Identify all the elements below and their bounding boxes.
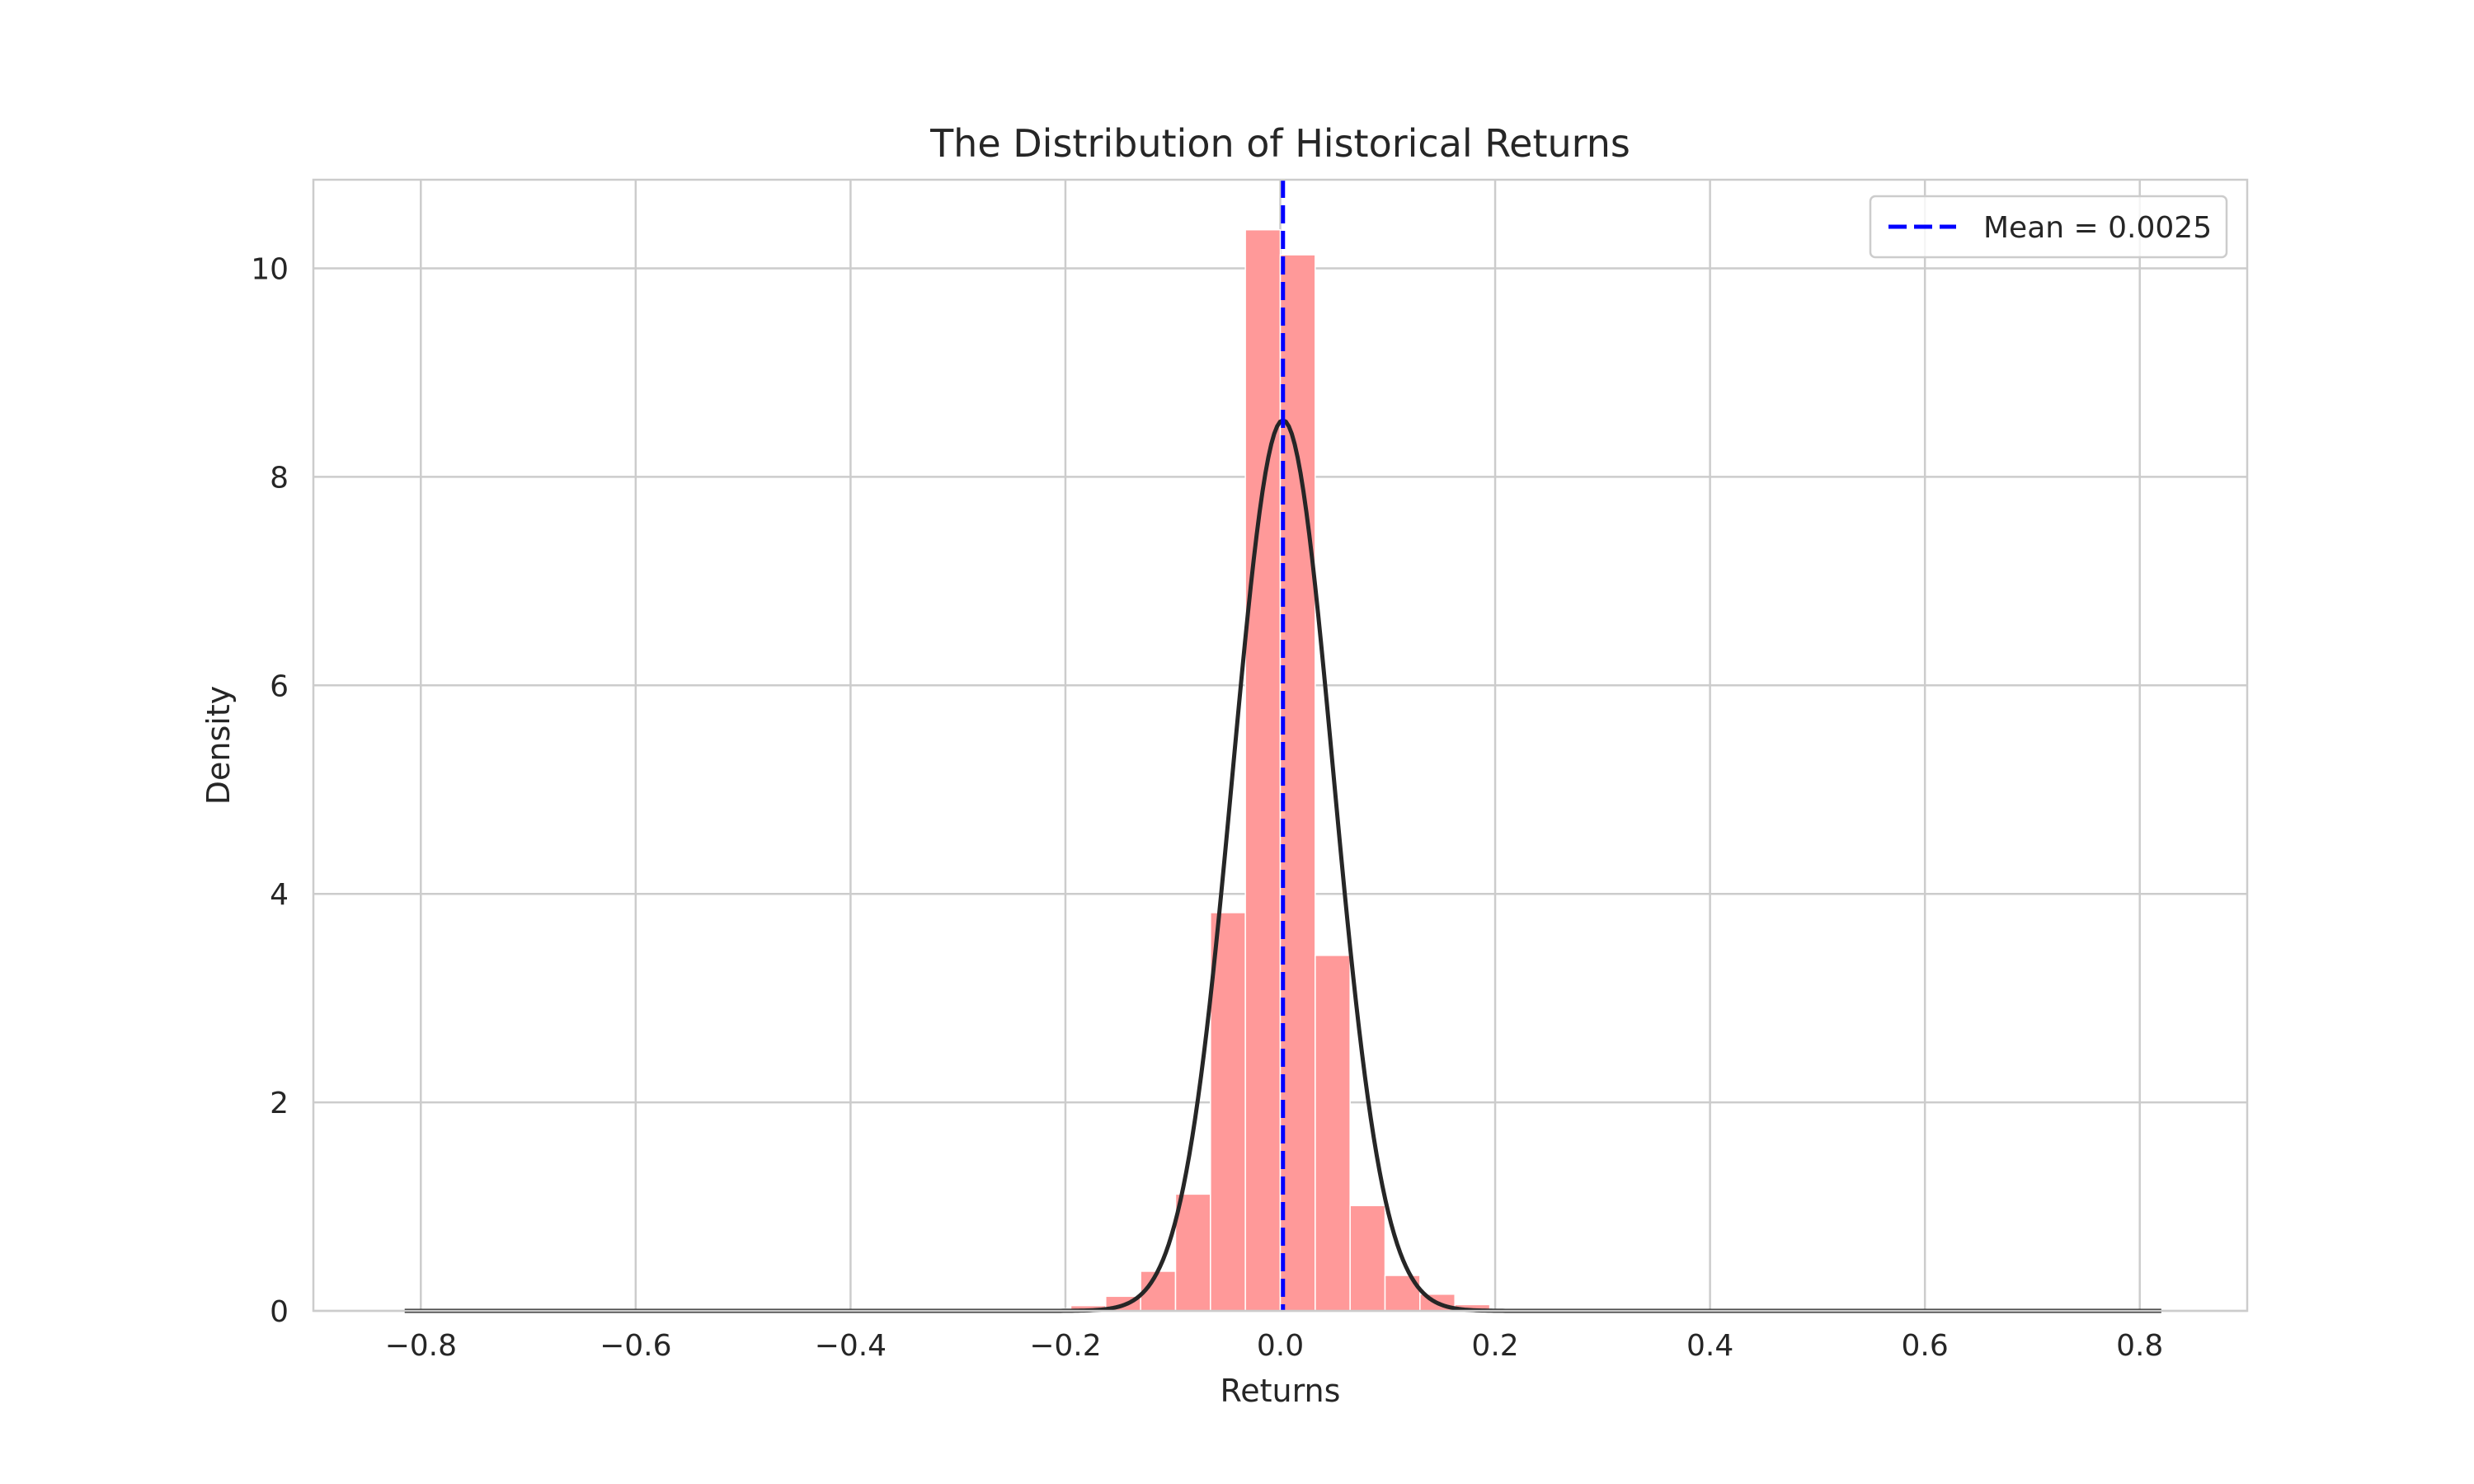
histogram-bar: [1210, 912, 1246, 1312]
legend: Mean = 0.0025: [1869, 195, 2228, 259]
y-tick-label: 10: [251, 252, 289, 286]
x-tick-label: −0.6: [600, 1329, 671, 1363]
plot-frame: [312, 178, 2249, 1313]
y-axis-label: Density: [200, 686, 237, 805]
y-tick-label: 6: [270, 669, 289, 703]
histogram-bar: [1315, 955, 1351, 1312]
y-tick-label: 4: [270, 878, 289, 912]
x-tick-label: 0.2: [1471, 1329, 1518, 1363]
y-axis-ticks: 0 2 4 6 8 10: [251, 252, 289, 1329]
y-tick-label: 2: [270, 1087, 289, 1120]
x-tick-label: −0.2: [1029, 1329, 1101, 1363]
histogram-bar: [1279, 254, 1316, 1312]
x-tick-label: 0.4: [1686, 1329, 1733, 1363]
y-tick-label: 0: [270, 1295, 289, 1329]
x-axis-label: Returns: [1221, 1373, 1341, 1409]
x-tick-label: 0.8: [2116, 1329, 2163, 1363]
histogram-bar: [1174, 1193, 1211, 1312]
x-tick-label: 0.0: [1257, 1329, 1304, 1363]
chart-title: The Distribution of Historical Returns: [929, 121, 1630, 166]
legend-box: [1869, 195, 2228, 259]
x-tick-label: 0.6: [1902, 1329, 1949, 1363]
histogram-bar: [1244, 228, 1282, 1312]
x-tick-label: −0.8: [385, 1329, 457, 1363]
y-tick-label: 8: [270, 461, 289, 495]
legend-label-mean: Mean = 0.0025: [1983, 211, 2212, 245]
x-axis-ticks: −0.8 −0.6 −0.4 −0.2 0.0 0.2 0.4 0.6 0.8: [385, 1329, 2164, 1363]
histogram-bar: [1349, 1205, 1386, 1312]
x-tick-label: −0.4: [815, 1329, 887, 1363]
histogram-bars: [1035, 228, 1491, 1312]
